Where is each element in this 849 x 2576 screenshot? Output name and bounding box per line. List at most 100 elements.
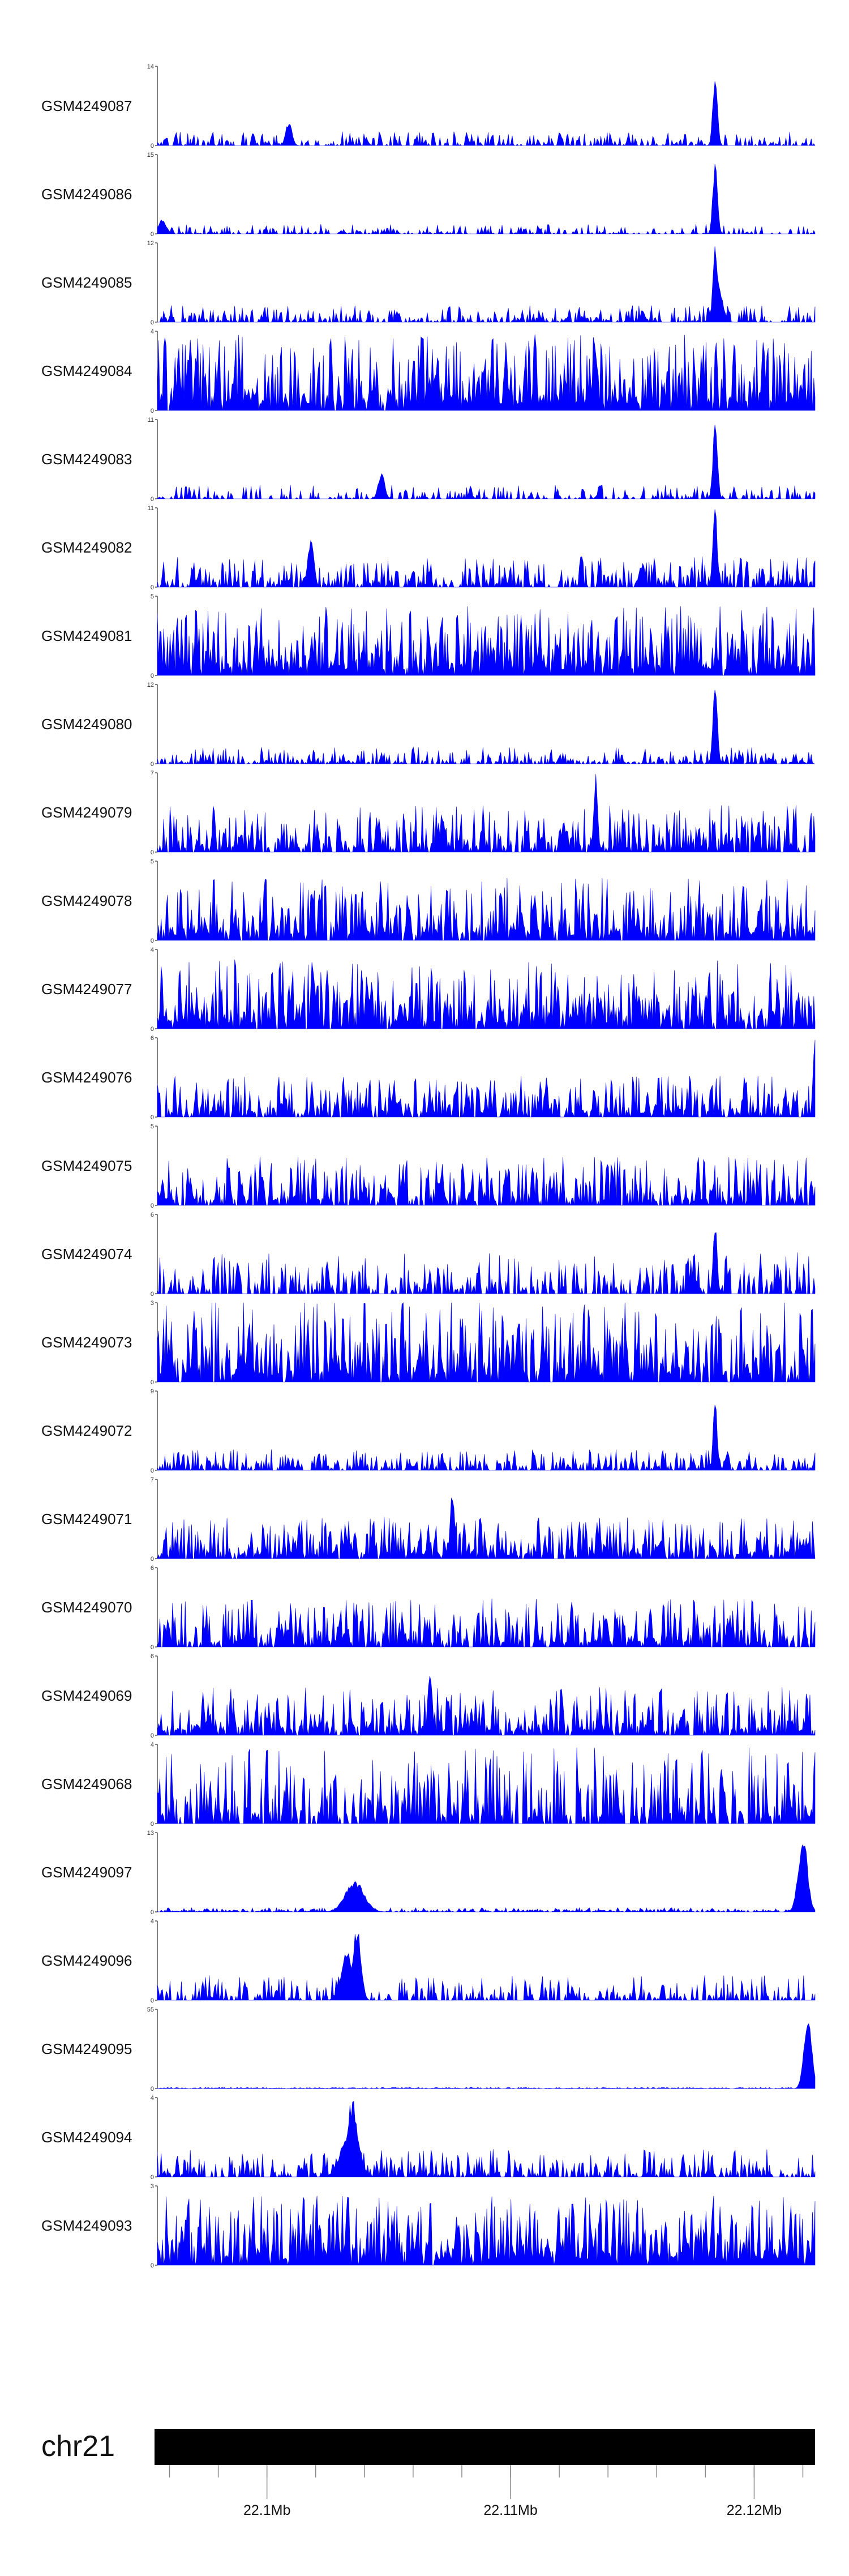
track-gsm4249078: GSM4249078 5 0 [41,858,816,944]
track-gsm4249085: GSM4249085 12 0 [41,240,816,326]
track-label: GSM4249075 [41,1157,132,1174]
track-label: GSM4249097 [41,1864,132,1881]
track-gsm4249072: GSM4249072 9 0 [41,1388,816,1474]
y-tick-min-label: 0 [151,673,154,679]
track-gsm4249079: GSM4249079 7 0 [41,770,816,856]
y-tick-max-label: 11 [148,417,154,423]
track-gsm4249074: GSM4249074 6 0 [41,1212,816,1298]
y-tick-max-label: 9 [151,1388,154,1395]
track-gsm4249071: GSM4249071 7 0 [41,1477,816,1563]
y-tick-min-label: 0 [151,849,154,856]
y-tick-max-label: 55 [147,2006,154,2013]
position-label: 22.1Mb [243,2502,290,2518]
coverage-area [157,1747,816,1824]
y-tick-max-label: 4 [151,947,154,953]
coverage-area [157,960,816,1029]
y-tick-max-label: 4 [151,1918,154,1925]
track-gsm4249082: GSM4249082 11 0 [41,505,816,591]
track-gsm4249086: GSM4249086 15 0 [41,152,816,238]
y-tick-min-label: 0 [151,1467,154,1474]
track-gsm4249094: GSM4249094 4 0 [41,2095,816,2181]
coverage-area [157,1157,816,1206]
track-label: GSM4249081 [41,627,132,644]
y-tick-max-label: 3 [151,2183,154,2190]
y-tick-min-label: 0 [151,2086,154,2093]
y-tick-min-label: 0 [151,761,154,768]
y-tick-max-label: 4 [151,328,154,335]
y-tick-min-label: 0 [151,1026,154,1033]
track-label: GSM4249077 [41,981,132,998]
track-label: GSM4249070 [41,1599,132,1616]
y-tick-max-label: 15 [147,152,154,159]
coverage-area [157,2196,816,2266]
track-label: GSM4249096 [41,1952,132,1969]
y-tick-max-label: 6 [151,1653,154,1660]
track-gsm4249087: GSM4249087 14 0 [41,63,816,149]
y-tick-min-label: 0 [151,408,154,414]
y-tick-max-label: 13 [147,1830,154,1837]
y-tick-min-label: 0 [151,938,154,944]
y-tick-max-label: 5 [151,858,154,865]
y-tick-min-label: 0 [151,1379,154,1386]
coverage-area [157,1405,816,1471]
y-tick-min-label: 0 [151,584,154,591]
coverage-area [157,774,816,853]
y-tick-min-label: 0 [151,1909,154,1916]
position-label: 22.12Mb [727,2502,782,2518]
y-tick-min-label: 0 [151,1732,154,1739]
track-gsm4249081: GSM4249081 5 0 [41,593,816,679]
y-tick-max-label: 4 [151,1741,154,1748]
y-tick-max-label: 14 [147,63,154,70]
coverage-area [157,606,816,676]
y-tick-min-label: 0 [151,1644,154,1651]
track-gsm4249093: GSM4249093 3 0 [41,2183,816,2269]
y-tick-min-label: 0 [151,1114,154,1121]
coverage-area [157,1844,816,1912]
y-tick-min-label: 0 [151,319,154,326]
coverage-area [157,2023,816,2089]
y-tick-min-label: 0 [151,496,154,503]
coverage-area [157,81,816,147]
track-label: GSM4249095 [41,2040,132,2057]
coverage-area [157,425,816,500]
y-tick-max-label: 4 [151,2095,154,2102]
y-tick-min-label: 0 [151,1291,154,1298]
chromosome-label: chr21 [41,2430,115,2463]
track-label: GSM4249085 [41,274,132,291]
coverage-area [157,1232,816,1295]
track-label: GSM4249093 [41,2217,132,2234]
track-gsm4249080: GSM4249080 12 0 [41,682,815,768]
y-tick-min-label: 0 [151,1556,154,1563]
track-label: GSM4249079 [41,804,132,821]
tracks-layer: GSM4249087140GSM4249086150GSM4249085120G… [41,63,816,2269]
y-tick-min-label: 0 [151,1997,154,2004]
track-gsm4249095: GSM4249095 55 0 [41,2006,816,2093]
coverage-area [157,1039,816,1118]
track-label: GSM4249080 [41,716,132,733]
position-label: 22.11Mb [483,2502,537,2518]
track-label: GSM4249078 [41,892,132,909]
y-tick-max-label: 7 [151,770,154,777]
y-tick-max-label: 5 [151,593,154,600]
coverage-area [157,164,816,235]
coverage-area [157,1302,816,1383]
track-gsm4249076: GSM4249076 6 0 [41,1035,816,1121]
track-gsm4249084: GSM4249084 4 0 [41,328,816,414]
y-tick-min-label: 0 [151,2174,154,2181]
track-label: GSM4249087 [41,97,132,114]
track-gsm4249096: GSM4249096 4 0 [41,1918,816,2004]
y-tick-max-label: 5 [151,1123,154,1130]
y-tick-min-label: 0 [151,231,154,238]
y-tick-max-label: 7 [151,1477,154,1483]
y-tick-min-label: 0 [151,143,154,149]
y-tick-max-label: 6 [151,1035,154,1042]
track-label: GSM4249072 [41,1422,132,1439]
y-tick-min-label: 0 [151,1203,154,1209]
coverage-area [157,1676,816,1736]
y-tick-max-label: 3 [151,1300,154,1307]
coverage-area [157,690,815,765]
track-gsm4249075: GSM4249075 5 0 [41,1123,816,1209]
coverage-area [157,1497,816,1560]
track-label: GSM4249083 [41,451,132,468]
